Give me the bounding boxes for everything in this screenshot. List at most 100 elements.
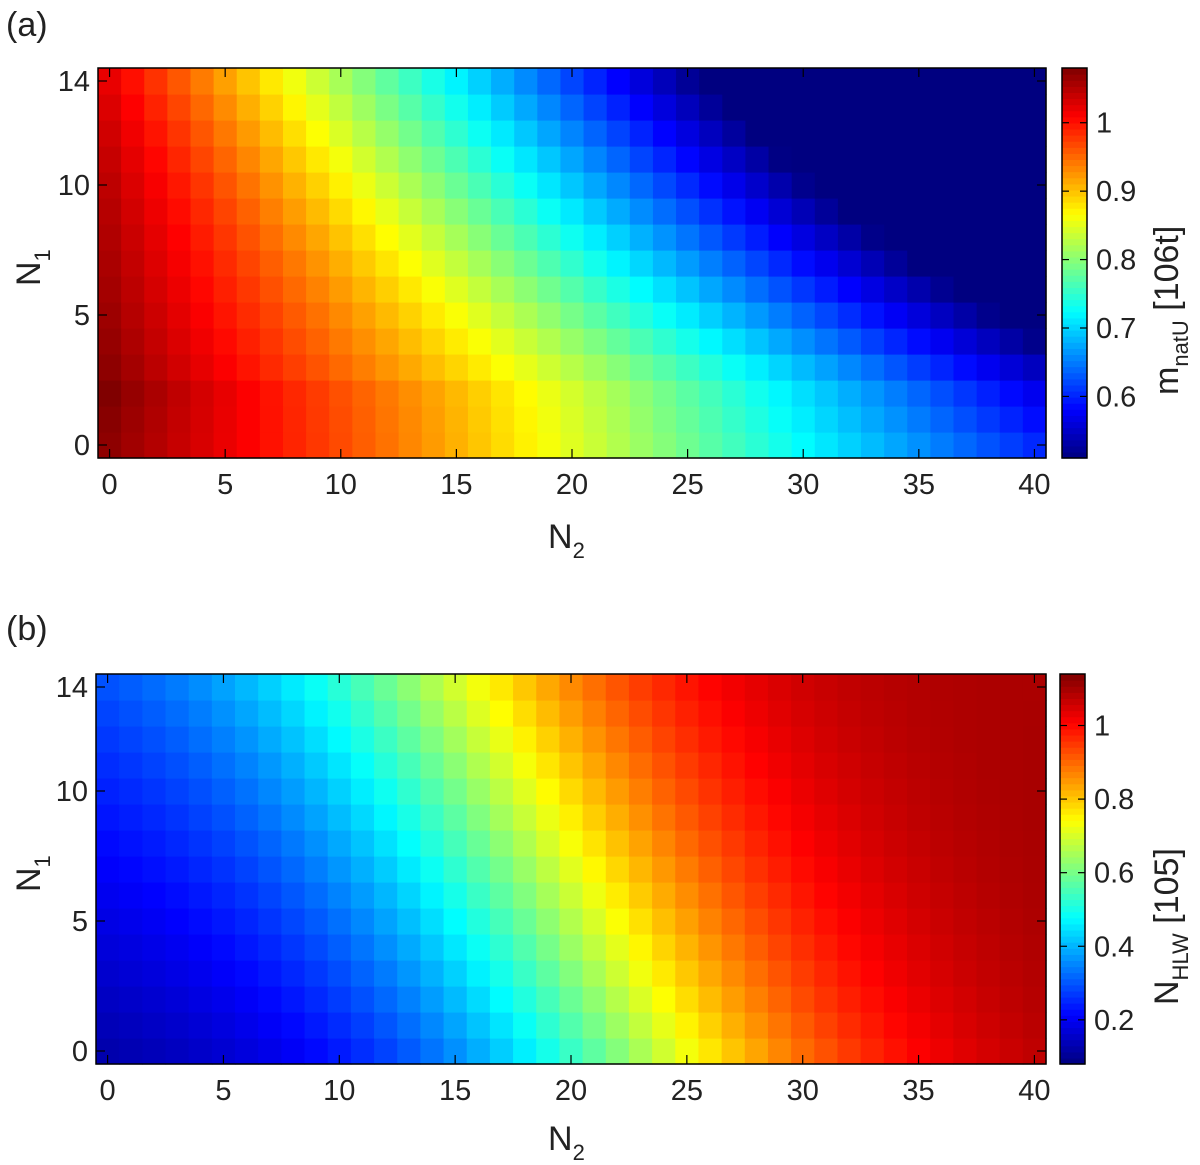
- heatmap-cell: [860, 726, 885, 753]
- heatmap-cell: [559, 674, 584, 701]
- heatmap-cell: [514, 94, 538, 121]
- colorbar-swatch: [1062, 159, 1087, 167]
- heatmap-cell: [350, 778, 375, 805]
- heatmap-cell: [976, 830, 1001, 857]
- heatmap-cell: [304, 752, 329, 779]
- heatmap-cell: [722, 380, 747, 407]
- heatmap-cell: [304, 1038, 329, 1065]
- heatmap-cell: [606, 302, 631, 329]
- heatmap-cell: [861, 276, 885, 303]
- heatmap-cell: [352, 146, 377, 173]
- heatmap-cell: [745, 94, 770, 121]
- colorbar-swatch: [1060, 1003, 1085, 1010]
- x-tick-label: 35: [903, 469, 935, 501]
- heatmap-cell: [675, 804, 700, 831]
- heatmap-cell: [999, 68, 1024, 95]
- heatmap-cell: [537, 380, 562, 407]
- heatmap-cell: [976, 1012, 1001, 1039]
- colorbar-swatch: [1060, 716, 1085, 724]
- panel-b-label: (b): [6, 610, 48, 648]
- heatmap-cell: [699, 380, 723, 407]
- heatmap-cell: [142, 1038, 167, 1065]
- colorbar-swatch: [1062, 202, 1087, 209]
- heatmap-cell: [698, 1012, 723, 1039]
- heatmap-cell: [213, 146, 238, 173]
- colorbar-swatch: [1060, 929, 1085, 937]
- heatmap-cell: [397, 856, 421, 883]
- heatmap-cell: [352, 432, 377, 459]
- heatmap-cell: [768, 302, 793, 329]
- colorbar-swatch: [1062, 214, 1087, 221]
- heatmap-cell: [514, 224, 538, 251]
- heatmap-cell: [976, 804, 1001, 831]
- colorbar-swatch: [1062, 116, 1087, 124]
- heatmap-cell: [443, 1038, 468, 1065]
- heatmap-cell: [374, 726, 398, 753]
- heatmap-cell: [144, 302, 168, 329]
- x-tick-label: 40: [1018, 1075, 1050, 1107]
- heatmap-cell: [907, 94, 931, 121]
- heatmap-cell: [165, 804, 190, 831]
- colorbar-swatch: [1060, 808, 1085, 815]
- heatmap-cell: [999, 302, 1024, 329]
- heatmap-cell: [306, 250, 330, 277]
- heatmap-cell: [281, 1012, 306, 1039]
- heatmap-cell: [329, 68, 353, 95]
- heatmap-cell: [999, 172, 1024, 199]
- heatmap-cell: [96, 726, 120, 753]
- heatmap-cell: [861, 146, 885, 173]
- colorbar-swatch: [1060, 875, 1085, 882]
- heatmap-cell: [259, 94, 284, 121]
- heatmap-cell: [744, 986, 769, 1013]
- heatmap-cell: [514, 432, 538, 459]
- heatmap-cell: [375, 354, 400, 381]
- heatmap-cell: [236, 94, 261, 121]
- heatmap-cell: [907, 224, 931, 251]
- heatmap-cell: [190, 198, 215, 225]
- heatmap-cell: [1022, 908, 1047, 935]
- heatmap-cell: [628, 908, 653, 935]
- heatmap-cell: [1022, 1012, 1047, 1039]
- heatmap-cell: [560, 432, 585, 459]
- heatmap-cell: [397, 778, 421, 805]
- heatmap-cell: [421, 276, 446, 303]
- heatmap-cell: [444, 406, 469, 433]
- heatmap-cell: [421, 432, 446, 459]
- colorbar-swatch: [1060, 789, 1085, 797]
- heatmap-cell: [304, 674, 329, 701]
- colorbar-swatch: [1060, 692, 1085, 699]
- heatmap-cell: [142, 726, 167, 753]
- heatmap-cell: [744, 1012, 769, 1039]
- heatmap-cell: [259, 146, 284, 173]
- heatmap-cell: [860, 934, 885, 961]
- heatmap-cell: [930, 250, 955, 277]
- heatmap-cell: [583, 172, 608, 199]
- heatmap-cell: [489, 674, 514, 701]
- heatmap-cell: [142, 986, 167, 1013]
- colorbar-swatch: [1062, 74, 1087, 81]
- heatmap-cell: [629, 250, 654, 277]
- heatmap-cell: [791, 934, 815, 961]
- heatmap-cell: [721, 908, 746, 935]
- heatmap-cell: [721, 700, 746, 727]
- heatmap-cell: [721, 882, 746, 909]
- heatmap-cell: [722, 250, 747, 277]
- colorbar-swatch: [1062, 238, 1087, 246]
- heatmap-cell: [906, 752, 931, 779]
- heatmap-cell: [258, 674, 282, 701]
- heatmap-cell: [860, 986, 885, 1013]
- heatmap-cell: [583, 354, 608, 381]
- heatmap-cell: [628, 960, 653, 987]
- heatmap-cell: [188, 1012, 213, 1039]
- heatmap-cell: [327, 778, 352, 805]
- heatmap-cell: [930, 700, 954, 727]
- heatmap-cell: [745, 406, 770, 433]
- heatmap-cell: [466, 960, 491, 987]
- heatmap-cell: [884, 224, 908, 251]
- heatmap-cell: [791, 1012, 815, 1039]
- x-tick-label: 10: [325, 469, 357, 501]
- colorbar-swatch: [1062, 299, 1087, 307]
- heatmap-cell: [236, 354, 261, 381]
- heatmap-cell: [628, 856, 653, 883]
- heatmap-cell: [121, 432, 145, 459]
